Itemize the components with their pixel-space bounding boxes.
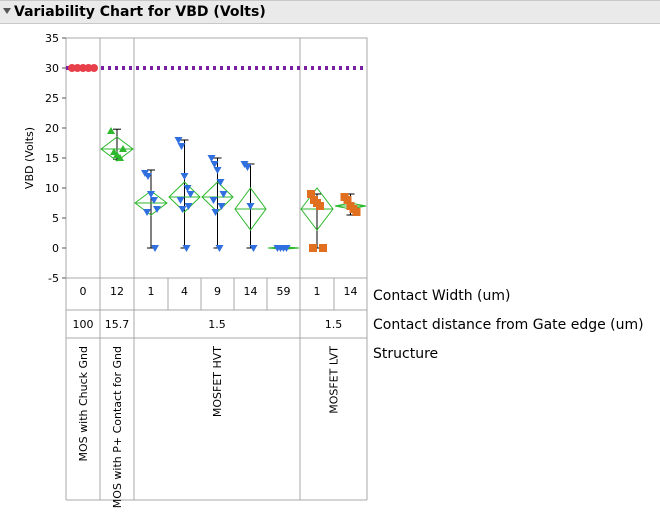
data-point bbox=[153, 206, 161, 213]
data-point bbox=[147, 191, 155, 198]
distance-label: 1.5 bbox=[208, 318, 226, 331]
y-tick-label: -5 bbox=[48, 272, 59, 285]
contact-width-label: 12 bbox=[110, 285, 124, 298]
data-point bbox=[186, 191, 195, 198]
data-point bbox=[316, 202, 324, 210]
data-point bbox=[352, 208, 361, 216]
structure-label: MOS with P+ Contact for Gnd bbox=[111, 346, 124, 508]
data-point bbox=[246, 203, 255, 210]
data-point bbox=[309, 244, 317, 252]
data-point bbox=[90, 64, 98, 72]
data-point bbox=[215, 245, 224, 252]
data-point bbox=[249, 245, 258, 252]
data-point bbox=[178, 206, 187, 213]
y-tick-label: 30 bbox=[45, 62, 59, 75]
data-point bbox=[151, 245, 159, 252]
collapse-triangle-icon[interactable] bbox=[3, 8, 11, 14]
data-point bbox=[174, 137, 183, 144]
contact-width-label: 1 bbox=[148, 285, 155, 298]
data-point bbox=[180, 173, 189, 180]
data-point bbox=[73, 64, 82, 72]
data-point bbox=[282, 245, 291, 252]
data-point bbox=[182, 245, 191, 252]
data-point bbox=[143, 209, 151, 216]
data-point bbox=[107, 127, 115, 134]
y-tick-label: 10 bbox=[45, 182, 59, 195]
structure-label: MOS with Chuck Gnd bbox=[77, 346, 90, 461]
data-point bbox=[216, 179, 225, 186]
data-point bbox=[211, 209, 220, 216]
y-tick-label: 15 bbox=[45, 152, 59, 165]
y-tick-label: 35 bbox=[45, 32, 59, 45]
factor-label: Contact Width (um) bbox=[373, 288, 510, 304]
contact-width-label: 9 bbox=[214, 285, 221, 298]
data-point bbox=[307, 190, 315, 198]
structure-label: MOSFET LVT bbox=[328, 346, 341, 414]
data-point bbox=[343, 196, 352, 204]
contact-width-label: 4 bbox=[181, 285, 188, 298]
data-point bbox=[116, 154, 124, 161]
data-point bbox=[144, 173, 152, 180]
data-point bbox=[176, 197, 185, 204]
structure-label: MOSFET HVT bbox=[211, 346, 224, 417]
y-tick-label: 5 bbox=[52, 212, 59, 225]
y-tick-label: 0 bbox=[52, 242, 59, 255]
data-point bbox=[207, 155, 216, 162]
distance-label: 100 bbox=[73, 318, 94, 331]
data-point bbox=[243, 164, 252, 171]
data-point bbox=[150, 197, 158, 204]
data-point bbox=[119, 145, 127, 152]
y-tick-label: 20 bbox=[45, 122, 59, 135]
contact-width-label: 0 bbox=[80, 285, 87, 298]
data-point bbox=[84, 64, 93, 72]
y-tick-label: 25 bbox=[45, 92, 59, 105]
data-point bbox=[79, 64, 87, 72]
data-point bbox=[177, 143, 186, 150]
contact-width-label: 1 bbox=[314, 285, 321, 298]
data-point bbox=[184, 203, 193, 210]
data-point bbox=[213, 167, 222, 174]
contact-width-label: 14 bbox=[244, 285, 258, 298]
data-point bbox=[210, 161, 219, 168]
data-point bbox=[209, 197, 218, 204]
data-point bbox=[68, 64, 76, 72]
data-point bbox=[219, 191, 228, 198]
contact-width-label: 14 bbox=[344, 285, 358, 298]
factor-label: Contact distance from Gate edge (um) bbox=[373, 317, 644, 333]
chart-title-bar[interactable]: Variability Chart for VBD (Volts) bbox=[0, 0, 660, 24]
y-axis-label: VBD (Volts) bbox=[23, 127, 36, 189]
distance-label: 1.5 bbox=[325, 318, 343, 331]
data-point bbox=[217, 203, 226, 210]
contact-width-label: 59 bbox=[277, 285, 291, 298]
data-point bbox=[319, 244, 327, 252]
chart-title: Variability Chart for VBD (Volts) bbox=[14, 4, 266, 20]
distance-label: 15.7 bbox=[105, 318, 130, 331]
data-point bbox=[183, 185, 192, 192]
factor-label: Structure bbox=[373, 346, 438, 362]
